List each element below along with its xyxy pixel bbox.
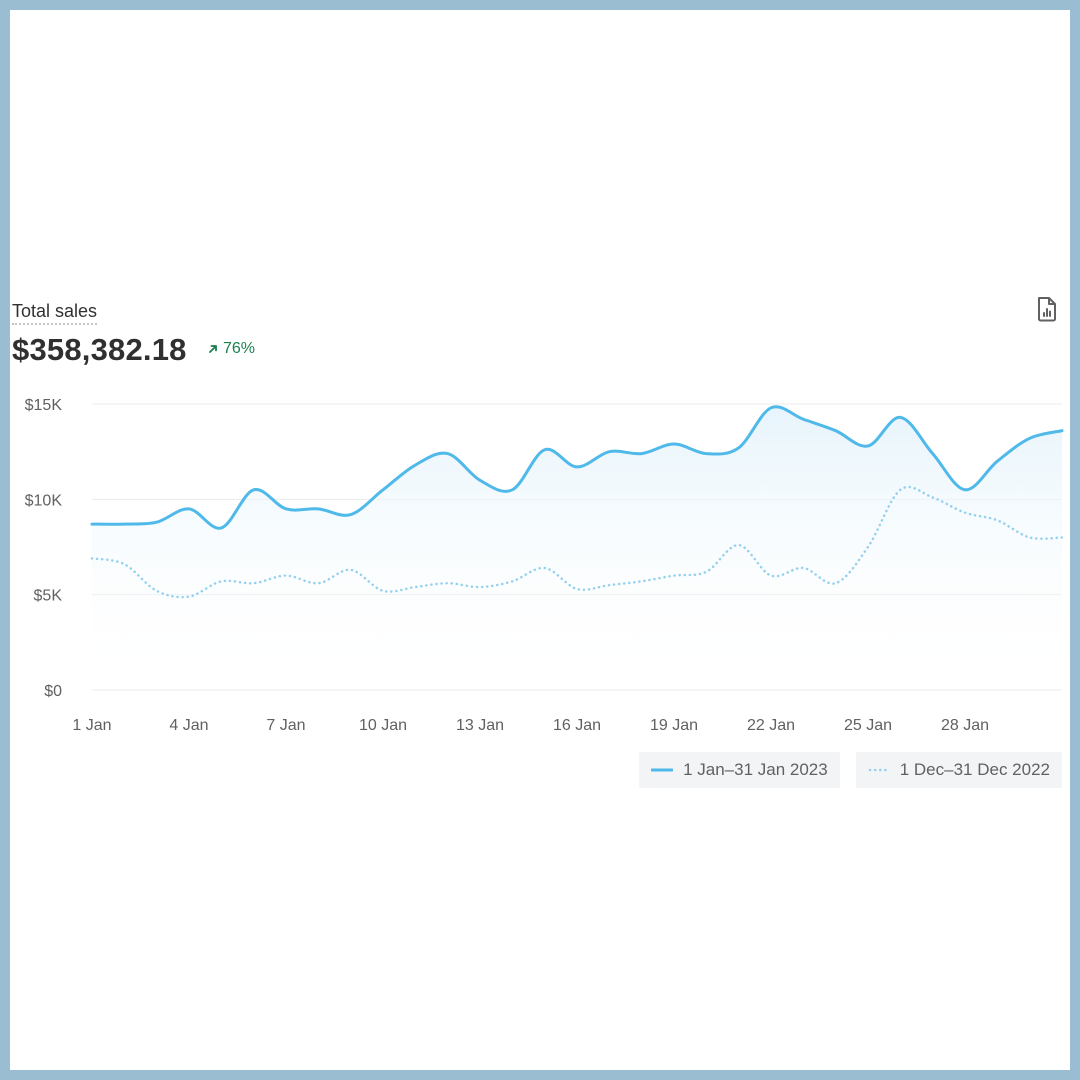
frame: Total sales $358,382.18 76%: [10, 10, 1070, 1070]
y-tick-label: $0: [44, 683, 62, 700]
y-tick-label: $5K: [34, 588, 63, 605]
total-sales-value: $358,382.18: [12, 332, 187, 367]
legend-label-previous: 1 Dec–31 Dec 2022: [899, 760, 1050, 779]
legend-solid-line-icon: [651, 768, 674, 772]
total-sales-card: Total sales $358,382.18 76%: [10, 10, 1070, 1070]
x-tick-label: 28 Jan: [941, 717, 989, 734]
legend-item-current[interactable]: 1 Jan–31 Jan 2023: [639, 752, 840, 788]
y-tick-label: $15K: [25, 397, 63, 414]
legend-item-previous[interactable]: 1 Dec–31 Dec 2022: [855, 752, 1062, 788]
chart-legend: 1 Jan–31 Jan 2023 1 Dec–31 Dec 2022: [639, 752, 1062, 788]
sales-chart: $0 $5K $10K $15K 1 Jan 4 Jan 7 Jan 10 Jan 13 Ja…: [25, 397, 1064, 734]
x-tick-label: 1 Jan: [72, 717, 111, 734]
card-title[interactable]: Total sales: [12, 300, 98, 325]
x-tick-label: 22 Jan: [747, 717, 795, 734]
series-line-previous: [90, 485, 1064, 599]
x-tick-label: 19 Jan: [650, 717, 698, 734]
y-tick-label: $10K: [25, 492, 63, 509]
change-percent: 76%: [223, 340, 256, 357]
change-indicator: 76%: [207, 339, 255, 359]
x-tick-label: 7 Jan: [266, 717, 305, 734]
series-area-current: [92, 406, 1062, 690]
x-tick-label: 16 Jan: [553, 717, 601, 734]
x-tick-label: 25 Jan: [844, 717, 892, 734]
arrow-up-right-icon: [207, 343, 219, 355]
x-tick-label: 4 Jan: [169, 717, 208, 734]
series-line-current: [90, 405, 1064, 530]
legend-dotted-line-icon: [868, 768, 890, 772]
file-chart-icon: [1036, 296, 1058, 327]
x-tick-label: 13 Jan: [456, 717, 504, 734]
legend-label-current: 1 Jan–31 Jan 2023: [683, 760, 828, 779]
view-report-button[interactable]: [1034, 296, 1060, 327]
x-tick-label: 10 Jan: [359, 717, 407, 734]
